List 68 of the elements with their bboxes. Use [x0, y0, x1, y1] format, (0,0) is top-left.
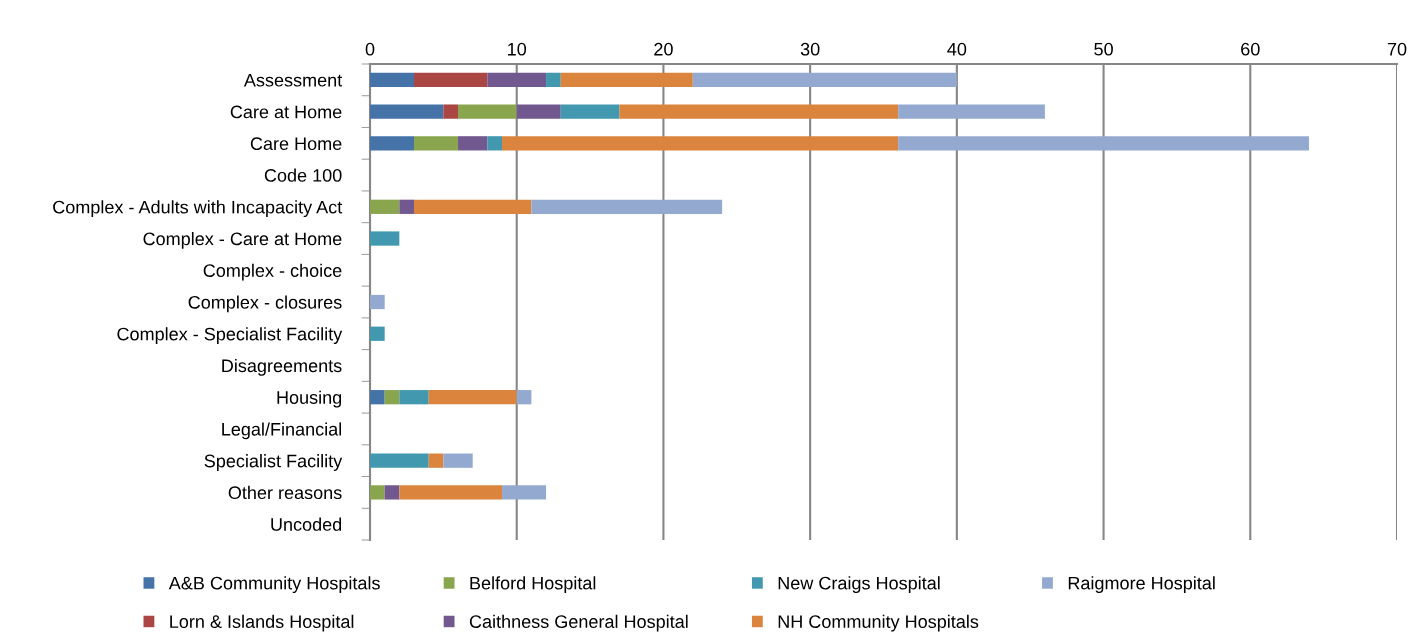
x-tick-label: 70 — [1387, 42, 1407, 56]
bar — [370, 104, 444, 119]
bar — [458, 104, 517, 119]
x-tick-label: 10 — [508, 42, 527, 56]
x-tick-label: 20 — [654, 42, 673, 56]
bar — [370, 231, 400, 246]
x-tick-label: 30 — [800, 42, 820, 56]
bar — [370, 453, 429, 468]
bar — [370, 199, 400, 214]
bar — [414, 199, 532, 214]
bar — [546, 72, 561, 88]
x-tick-label: 60 — [1241, 42, 1260, 56]
bar — [898, 104, 1045, 119]
y-tick-label: Specialist Facility — [204, 454, 343, 471]
y-tick-label: Assessment — [243, 73, 343, 87]
bar — [487, 136, 503, 151]
y-tick-label: Complex - closures — [188, 295, 342, 313]
bar — [487, 72, 547, 88]
bar — [428, 390, 517, 405]
y-tick-label: Complex - Care at Home — [143, 231, 342, 249]
legend-label: Belford Hospital — [470, 576, 596, 594]
bar — [458, 136, 488, 151]
y-tick-label: Housing — [277, 390, 342, 408]
bar — [414, 72, 488, 88]
bar — [370, 294, 385, 310]
bar — [502, 485, 547, 500]
bar — [692, 72, 957, 88]
x-tick-label: 0 — [365, 42, 375, 56]
bar — [443, 453, 473, 468]
y-tick-label: Care Home — [250, 137, 342, 151]
bar — [370, 485, 385, 500]
y-tick-label: Complex - Specialist Facility — [117, 327, 343, 345]
bar — [384, 485, 400, 500]
legend-label: A&B Community Hospitals — [168, 576, 380, 594]
bar — [370, 326, 385, 341]
y-tick-label: Care at Home — [230, 105, 342, 119]
y-tick-label: Complex - Adults with Incapacity Act — [53, 200, 343, 218]
bar — [370, 72, 415, 88]
x-tick-label: 40 — [947, 42, 967, 56]
y-tick-label: Complex - choice — [203, 263, 342, 281]
bar — [516, 104, 561, 119]
bar — [384, 390, 400, 405]
bar — [502, 136, 899, 151]
bar — [560, 104, 620, 119]
legend-label: Raigmore Hospital — [1068, 576, 1215, 594]
bar — [898, 136, 1309, 151]
bar — [560, 72, 693, 88]
legend-label: New Craigs Hospital — [778, 576, 940, 594]
legend-label: NH Community Hospitals — [778, 614, 979, 632]
x-tick-label: 50 — [1094, 42, 1113, 56]
bar — [619, 104, 899, 119]
bar — [414, 136, 459, 151]
legend-label: Caithness General Hospital — [469, 614, 688, 632]
y-tick-label: Other reasons — [228, 485, 342, 500]
y-tick-label: Uncoded — [271, 517, 342, 531]
y-tick-label: Disagreements — [222, 358, 342, 376]
bar — [399, 199, 415, 214]
bar — [531, 199, 723, 214]
bar — [399, 390, 429, 405]
bar — [370, 136, 415, 151]
y-tick-label: Code 100 — [264, 168, 342, 182]
y-tick-label: Legal/Financial — [222, 422, 342, 440]
bar — [443, 104, 459, 119]
bar — [428, 453, 444, 468]
bar — [399, 485, 503, 500]
legend-label: Lorn & Islands Hospital — [170, 614, 354, 632]
bar — [370, 390, 385, 405]
bar — [516, 390, 532, 405]
